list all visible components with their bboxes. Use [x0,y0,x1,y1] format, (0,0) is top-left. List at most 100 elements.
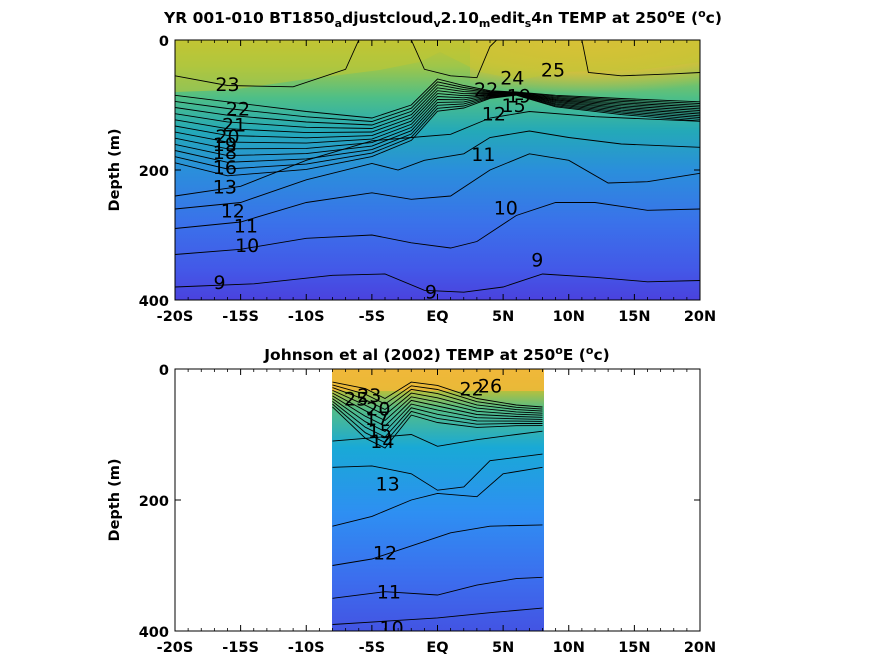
x-tick-label: 5N [492,309,514,325]
isotherm [175,93,700,150]
title-run: o [555,344,563,357]
title-run: a [335,17,342,30]
panel-1-isotherms [175,40,700,293]
y-tick-label: 200 [139,164,169,180]
isotherm [581,40,700,77]
isotherm [410,40,497,79]
contour-label: 11 [377,582,401,604]
isotherm [175,130,700,210]
title-run: E ( [675,9,698,27]
title-run: o [698,7,706,20]
isotherm [175,40,360,88]
isotherm [175,93,700,157]
contour-label: 16 [213,157,237,179]
isotherm [332,453,543,491]
contour-label: 21 [222,115,246,137]
contour-label: 13 [213,176,237,198]
contour-label: 25 [344,389,368,411]
x-tick-label: -5S [359,640,386,656]
isotherm [175,94,700,163]
isotherm [332,576,543,599]
isotherm [175,87,700,129]
contour-label: 11 [234,215,258,237]
title-run: Johnson et al (2002) TEMP at 250 [263,346,555,364]
contour-label: 12 [221,200,245,222]
contour-label: 10 [380,618,404,640]
x-tick-label: -15S [222,309,259,325]
contour-label: 15 [368,421,392,443]
title-run: v [433,17,441,30]
x-tick-label: 5N [492,640,514,656]
isotherm [175,273,700,293]
contour-label: 15 [502,95,526,117]
isotherm [332,406,543,449]
panel-1-title: YR 001-010 BT1850adjustcloudv2.10medits4… [163,7,722,30]
isotherm [332,524,543,566]
contour-label: 23 [357,385,381,407]
title-run: YR 001-010 BT1850 [163,9,335,27]
x-tick-label: EQ [426,309,448,325]
x-tick-label: EQ [426,640,448,656]
isotherm [175,93,700,144]
contour-label: 26 [478,375,502,397]
isotherm [332,466,543,527]
panel-2-isotherms [332,381,543,625]
y-tick-label: 200 [139,494,169,510]
contour-label: 11 [471,144,495,166]
panel-2-title: Johnson et al (2002) TEMP at 250oE (oc) [263,344,609,364]
title-run: 4n TEMP at 250 [531,9,667,27]
x-tick-label: -10S [288,309,325,325]
contour-label: 19 [507,85,531,107]
contour-label: 19 [213,134,237,156]
y-tick-label: 0 [159,34,169,50]
contour-label: 24 [500,68,524,90]
title-run: c) [593,346,609,364]
x-tick-label: 15N [618,309,650,325]
isotherm [332,607,543,625]
contour-label: 25 [541,59,565,81]
contour-label: 17 [365,408,389,430]
x-tick-label: -20S [157,640,194,656]
contour-label: 20 [366,398,390,420]
isotherm [175,81,700,122]
title-run: edit [490,9,525,27]
contour-label: 12 [373,542,397,564]
isotherm [332,395,543,427]
isotherm [332,392,543,422]
panel-1: YR 001-010 BT1850adjustcloudv2.10medits4… [107,7,722,325]
isotherm [332,398,543,433]
isotherm [175,93,700,139]
contour-label: 10 [235,235,259,257]
panel-2-ylabel: Depth (m) [107,459,123,542]
isotherm [175,78,700,119]
isotherm [175,153,700,229]
isotherm [332,387,543,412]
panel-1-warm-ridge [175,40,700,92]
isotherm [332,403,543,444]
isotherm [175,202,700,255]
contour-label: 22 [474,79,498,101]
x-tick-label: 20N [684,309,716,325]
isotherm [332,381,543,408]
contour-label: 22 [226,98,250,120]
isotherm [175,111,700,197]
y-tick-label: 400 [139,294,169,310]
title-run: 2.10 [441,9,479,27]
isotherm [332,389,543,416]
contour-label: 22 [460,379,484,401]
title-run: E ( [563,346,586,364]
panel-2-temperature-shading [332,369,544,631]
x-tick-label: 15N [618,640,650,656]
x-tick-label: -15S [222,640,259,656]
title-run: s [525,17,532,30]
title-run: o [586,344,594,357]
x-tick-label: -10S [288,640,325,656]
isotherm [332,430,543,447]
isotherm [332,384,543,410]
contour-label: 18 [213,142,237,164]
panel-1-ticks: -20S -15S -10S -5S EQ 5N 10N 15N 20N 0 200 400 [139,34,716,325]
